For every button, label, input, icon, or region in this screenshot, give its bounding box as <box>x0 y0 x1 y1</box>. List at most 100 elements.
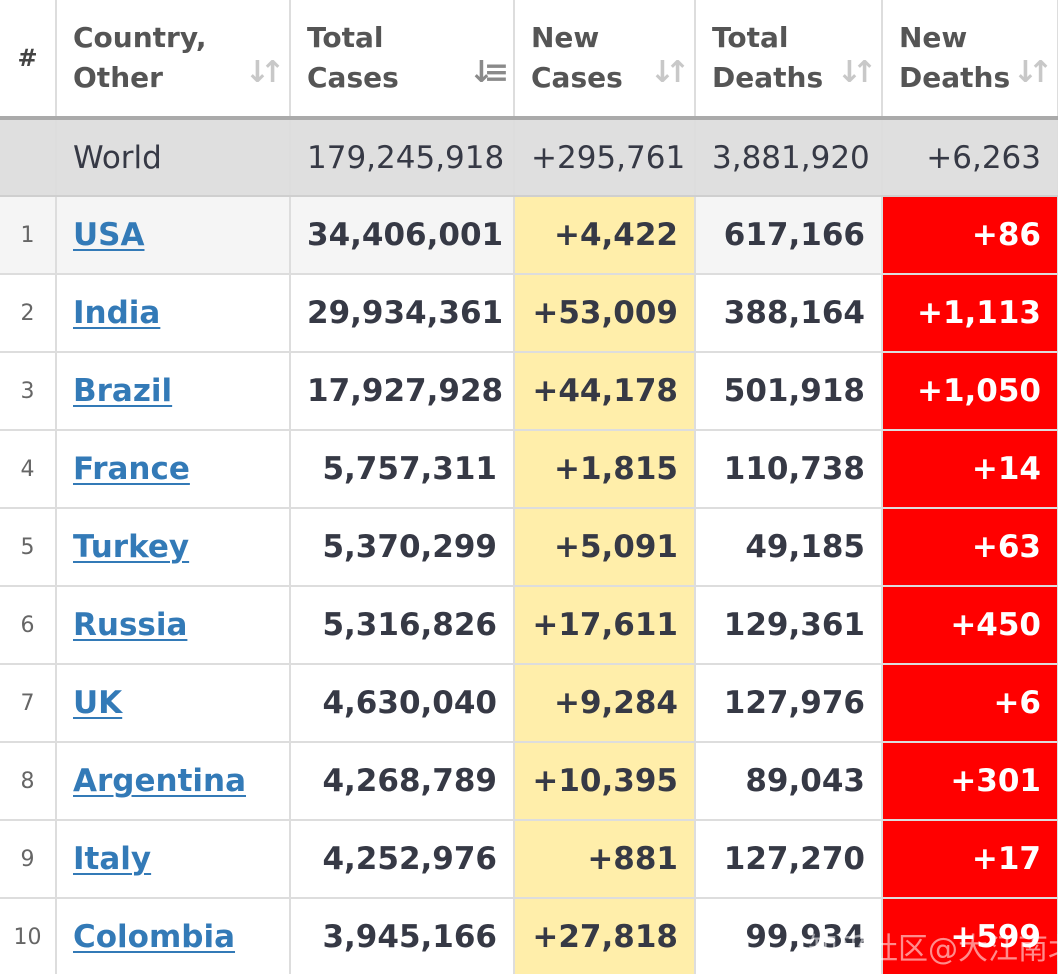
table-row: 8 Argentina 4,268,789 +10,395 89,043 +301 <box>0 742 1058 821</box>
total-cases-cell: 4,268,789 <box>290 742 515 821</box>
total-cases-cell: 5,370,299 <box>290 508 515 587</box>
total-deaths-cell: 89,043 <box>695 742 883 821</box>
table-row: 10 Colombia 3,945,166 +27,818 99,934 +599 <box>0 898 1058 974</box>
total-deaths-cell: 127,976 <box>695 664 883 743</box>
country-cell: USA <box>56 196 291 275</box>
new-deaths-cell: +63 <box>882 508 1058 587</box>
total-cases-cell: 34,406,001 <box>290 196 515 275</box>
country-cell: Argentina <box>56 742 291 821</box>
column-header-new-cases[interactable]: New Cases ↓↑ <box>514 0 696 120</box>
new-deaths-cell: +6 <box>882 664 1058 743</box>
total-deaths-cell: 99,934 <box>695 898 883 974</box>
table-row: 6 Russia 5,316,826 +17,611 129,361 +450 <box>0 586 1058 665</box>
total-deaths-cell: 110,738 <box>695 430 883 509</box>
total-deaths-cell: 127,270 <box>695 820 883 899</box>
total-cases-cell: 5,316,826 <box>290 586 515 665</box>
country-cell: Italy <box>56 820 291 899</box>
rank-cell: 5 <box>0 508 57 587</box>
total-deaths-cell: 129,361 <box>695 586 883 665</box>
new-cases-cell: +881 <box>514 820 696 899</box>
country-link[interactable]: Colombia <box>73 919 236 955</box>
column-header-total-cases-label: Total Cases <box>307 21 399 94</box>
new-deaths-cell: +301 <box>882 742 1058 821</box>
new-deaths-cell: +1,050 <box>882 352 1058 431</box>
new-cases-cell: +1,815 <box>514 430 696 509</box>
total-deaths-cell: 49,185 <box>695 508 883 587</box>
new-cases-cell: +9,284 <box>514 664 696 743</box>
rank-cell: 10 <box>0 898 57 974</box>
column-header-country[interactable]: Country, Other ↓↑ <box>56 0 291 120</box>
sort-arrows-icon[interactable]: ↓↑ <box>1012 55 1053 90</box>
column-header-new-deaths[interactable]: New Deaths ↓↑ <box>882 0 1058 120</box>
country-link[interactable]: France <box>73 451 190 487</box>
total-deaths-cell: 501,918 <box>695 352 883 431</box>
new-deaths-cell: +6,263 <box>882 118 1058 197</box>
column-header-rank-label: # <box>17 44 38 72</box>
rank-cell: 9 <box>0 820 57 899</box>
country-cell: Turkey <box>56 508 291 587</box>
total-cases-cell: 4,252,976 <box>290 820 515 899</box>
world-total-row: World 179,245,918 +295,761 3,881,920 +6,… <box>0 118 1058 197</box>
table-row: 2 India 29,934,361 +53,009 388,164 +1,113 <box>0 274 1058 353</box>
total-cases-cell: 4,630,040 <box>290 664 515 743</box>
new-cases-cell: +295,761 <box>514 118 696 197</box>
column-header-total-cases[interactable]: Total Cases ↓≡ <box>290 0 515 120</box>
country-cell: Russia <box>56 586 291 665</box>
rank-cell <box>0 118 57 197</box>
column-header-new-cases-label: New Cases <box>531 21 623 94</box>
country-cell: France <box>56 430 291 509</box>
header-row: # Country, Other ↓↑ Total Cases ↓≡ New C… <box>0 0 1058 120</box>
rank-cell: 8 <box>0 742 57 821</box>
new-cases-cell: +5,091 <box>514 508 696 587</box>
new-deaths-cell: +1,113 <box>882 274 1058 353</box>
country-cell: UK <box>56 664 291 743</box>
rank-cell: 2 <box>0 274 57 353</box>
column-header-new-deaths-label: New Deaths <box>899 21 1011 94</box>
sort-arrows-icon[interactable]: ↓↑ <box>649 55 690 90</box>
total-cases-cell: 5,757,311 <box>290 430 515 509</box>
country-link[interactable]: UK <box>73 685 123 721</box>
country-link[interactable]: Russia <box>73 607 188 643</box>
new-cases-cell: +53,009 <box>514 274 696 353</box>
country-cell: Brazil <box>56 352 291 431</box>
country-link[interactable]: Brazil <box>73 373 173 409</box>
country-link[interactable]: Italy <box>73 841 152 877</box>
total-cases-cell: 29,934,361 <box>290 274 515 353</box>
total-deaths-cell: 388,164 <box>695 274 883 353</box>
sort-arrows-icon[interactable]: ↓↑ <box>836 55 877 90</box>
column-header-total-deaths-label: Total Deaths <box>712 21 824 94</box>
sort-descending-icon[interactable]: ↓≡ <box>468 55 509 90</box>
new-cases-cell: +4,422 <box>514 196 696 275</box>
table-row: 4 France 5,757,311 +1,815 110,738 +14 <box>0 430 1058 509</box>
new-deaths-cell: +450 <box>882 586 1058 665</box>
table-row: 9 Italy 4,252,976 +881 127,270 +17 <box>0 820 1058 899</box>
total-cases-cell: 179,245,918 <box>290 118 515 197</box>
total-cases-cell: 17,927,928 <box>290 352 515 431</box>
rank-cell: 1 <box>0 196 57 275</box>
rank-cell: 7 <box>0 664 57 743</box>
total-deaths-cell: 3,881,920 <box>695 118 883 197</box>
rank-cell: 4 <box>0 430 57 509</box>
country-cell: India <box>56 274 291 353</box>
new-cases-cell: +44,178 <box>514 352 696 431</box>
table-row: 1 USA 34,406,001 +4,422 617,166 +86 <box>0 196 1058 275</box>
rank-cell: 6 <box>0 586 57 665</box>
new-cases-cell: +17,611 <box>514 586 696 665</box>
table-row: 7 UK 4,630,040 +9,284 127,976 +6 <box>0 664 1058 743</box>
rank-cell: 3 <box>0 352 57 431</box>
sort-arrows-icon[interactable]: ↓↑ <box>244 55 285 90</box>
country-cell: World <box>56 118 291 197</box>
new-deaths-cell: +14 <box>882 430 1058 509</box>
country-link[interactable]: India <box>73 295 161 331</box>
column-header-total-deaths[interactable]: Total Deaths ↓↑ <box>695 0 883 120</box>
column-header-rank[interactable]: # <box>0 0 57 120</box>
new-deaths-cell: +86 <box>882 196 1058 275</box>
table-row: 5 Turkey 5,370,299 +5,091 49,185 +63 <box>0 508 1058 587</box>
column-header-country-label: Country, Other <box>73 21 207 94</box>
country-link[interactable]: Argentina <box>73 763 246 799</box>
total-deaths-cell: 617,166 <box>695 196 883 275</box>
country-link[interactable]: USA <box>73 217 145 253</box>
table-row: 3 Brazil 17,927,928 +44,178 501,918 +1,050 <box>0 352 1058 431</box>
country-link[interactable]: Turkey <box>73 529 190 565</box>
